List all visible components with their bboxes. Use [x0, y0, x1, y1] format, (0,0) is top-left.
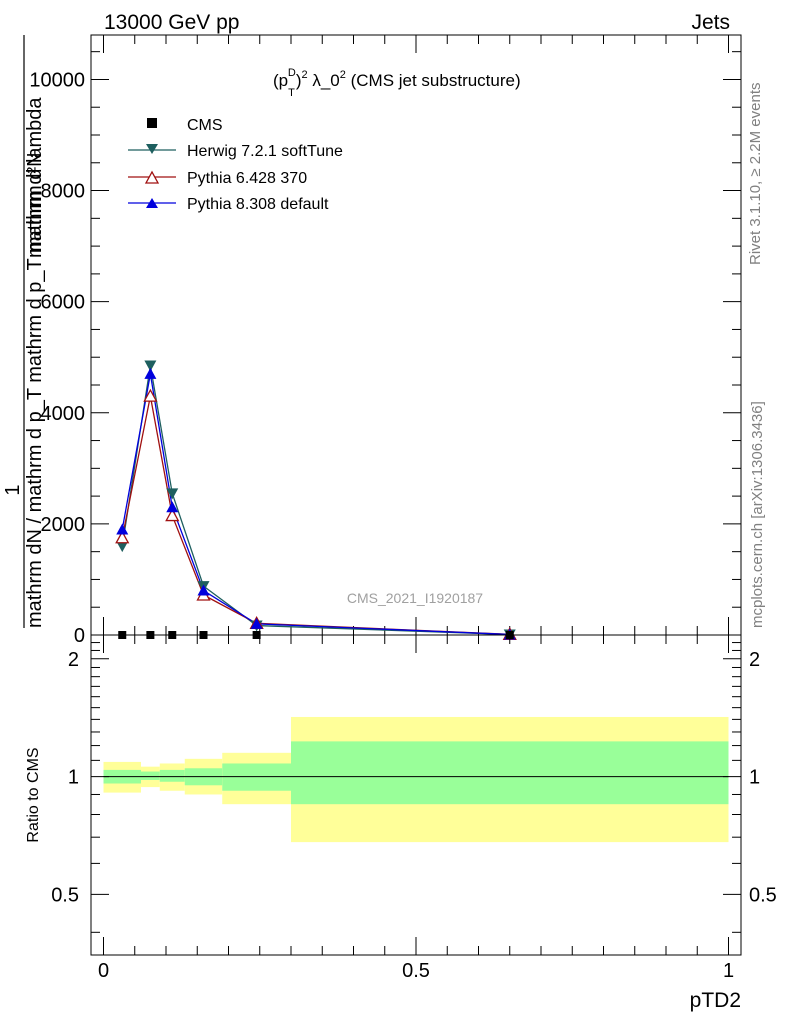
legend-pythia8-marker	[146, 198, 158, 208]
series-herwig-point	[116, 541, 129, 553]
main-ylabel-numerator: 1	[2, 484, 24, 495]
ratio-inner-band-5	[291, 741, 729, 805]
legend-pythia8-label: Pythia 8.308 default	[187, 196, 329, 213]
ratio-ytick-label-right: 1	[749, 767, 760, 789]
series-herwig-point	[166, 488, 179, 500]
ratio-ytick-label-left: 2	[68, 649, 79, 671]
series-pythia8-point	[116, 523, 129, 535]
ratio-ytick-label-right: 2	[749, 649, 760, 671]
series-pythia8-point	[144, 367, 157, 379]
main-ytick-label: 0	[74, 625, 85, 647]
main-ytick-label: 4000	[41, 403, 86, 425]
plot-title: (pTD)2 λ_02 (CMS jet substructure)	[273, 67, 521, 99]
legend-herwig-marker	[146, 144, 158, 154]
xtick-label: 0	[98, 960, 109, 982]
legend-pythia6-marker	[144, 170, 160, 184]
legend: CMS Herwig 7.2.1 softTune Pythia 6.428 3…	[128, 117, 343, 213]
main-ylabel: 1 mathrm dN / mathrm d p_T mathrm d p_T …	[2, 35, 46, 628]
legend-pythia6-label: Pythia 6.428 370	[187, 170, 307, 187]
series-pythia6-point	[143, 388, 158, 402]
ratio-ylabel: Ratio to CMS	[25, 747, 42, 842]
ratio-inner-band-1	[141, 771, 160, 780]
series-pythia8-point	[166, 501, 179, 513]
series-pythia8-point	[250, 617, 263, 629]
ratio-inner-band-2	[159, 769, 185, 782]
series-pythia8-point	[197, 584, 210, 596]
analysis-watermark: CMS_2021_I1920187	[347, 590, 483, 606]
x-axis-label: pTD2	[690, 989, 741, 1012]
main-ytick-label: 2000	[41, 514, 86, 536]
legend-herwig-label: Herwig 7.2.1 softTune	[187, 143, 343, 160]
ratio-inner-band-4	[222, 763, 291, 791]
main-ylabel-denominator: mathrm dN / mathrm d p_T mathrm d p_T ma…	[24, 97, 46, 628]
ratio-ytick-label-right: 0.5	[749, 884, 777, 906]
xtick-label: 1	[723, 960, 734, 982]
main-ytick-label: 8000	[41, 181, 86, 203]
rivet-version-label: Rivet 3.1.10, ≥ 2.2M events	[747, 83, 764, 266]
series-herwig-point	[144, 360, 157, 372]
header-energy: 13000 GeV pp	[104, 11, 239, 34]
legend-cms-marker	[147, 118, 157, 128]
main-ytick-labels: 0 2000 4000 6000 8000 10000	[29, 69, 85, 647]
series-pythia6-point	[115, 530, 130, 544]
ratio-ytick-labels: 0.5 0.5 1 1 2 2	[51, 649, 777, 907]
series-herwig-line	[121, 365, 510, 636]
xtick-labels: 0 0.5 1	[98, 960, 734, 982]
ratio-ytick-label-left: 1	[68, 767, 79, 789]
main-ylabel-top: mathrm d²N	[24, 152, 46, 258]
main-ytick-label: 6000	[41, 292, 86, 314]
ratio-axis-ticks	[91, 635, 741, 955]
main-ytick-label: 10000	[29, 69, 85, 91]
legend-cms-label: CMS	[187, 117, 223, 134]
header-process: Jets	[691, 11, 730, 34]
series-pythia6-point	[165, 508, 180, 522]
ratio-uncertainty-bands	[103, 716, 729, 843]
ratio-ytick-label-left: 0.5	[51, 884, 79, 906]
mcplots-label: mcplots.cern.ch [arXiv:1306.3436]	[749, 401, 766, 628]
xtick-label: 0.5	[402, 960, 430, 982]
